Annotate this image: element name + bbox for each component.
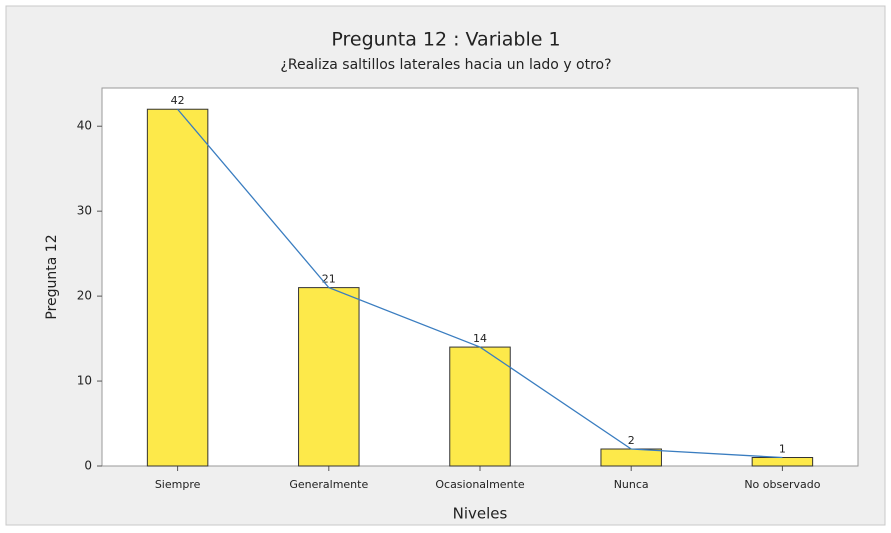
y-tick-label: 40 (77, 119, 92, 133)
data-label: 21 (322, 273, 336, 286)
trend-line (177, 108, 783, 459)
y-axis-label: Pregunta 12 (44, 234, 60, 319)
y-tick-label: 0 (84, 459, 92, 473)
x-tick-label: No observado (744, 478, 820, 491)
bar (449, 346, 511, 467)
x-tick-label: Nunca (614, 478, 649, 491)
data-label: 14 (473, 332, 487, 345)
chart-title: Pregunta 12 : Variable 1 (331, 29, 560, 51)
y-tick-label: 20 (77, 289, 92, 303)
data-label: 1 (779, 443, 786, 456)
x-tick-label: Ocasionalmente (435, 478, 525, 491)
x-axis-label: Niveles (453, 505, 508, 523)
y-tick-label: 10 (77, 374, 92, 388)
bar (751, 457, 814, 467)
data-label: 42 (171, 94, 185, 107)
chart-subtitle: ¿Realiza saltillos laterales hacia un la… (280, 57, 611, 73)
bar (600, 448, 662, 467)
y-tick-label: 30 (77, 204, 92, 218)
bar (146, 108, 209, 467)
x-tick-label: Siempre (155, 478, 201, 491)
x-tick-label: Generalmente (289, 478, 368, 491)
bar (298, 287, 360, 467)
data-label: 2 (628, 434, 635, 447)
